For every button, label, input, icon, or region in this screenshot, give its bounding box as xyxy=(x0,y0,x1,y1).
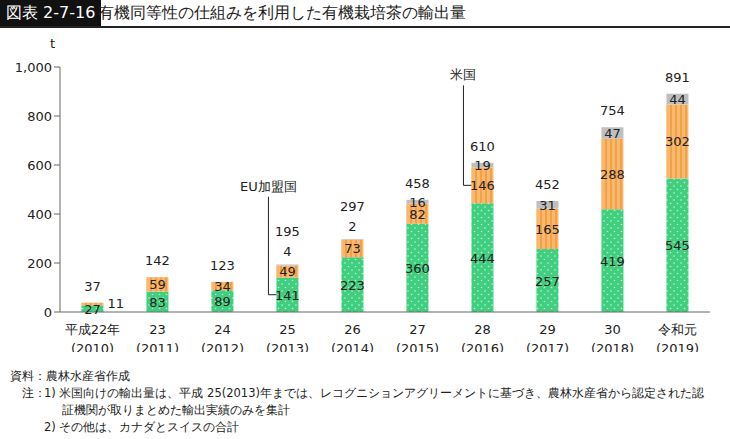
svg-text:400: 400 xyxy=(27,207,52,222)
svg-text:610: 610 xyxy=(470,139,495,154)
svg-text:23(2011): 23(2011) xyxy=(136,322,179,352)
svg-text:73: 73 xyxy=(344,241,361,256)
html-text:資料：農林水産省作成: 資料：農林水産省作成 xyxy=(10,369,130,383)
svg-text:26(2014): 26(2014) xyxy=(331,322,374,352)
svg-text:0: 0 xyxy=(44,305,52,320)
svg-text:24(2012): 24(2012) xyxy=(201,322,244,352)
svg-text:200: 200 xyxy=(27,256,52,271)
html-text:図表 2-7-16有機同等性の仕組みを利用した有機栽培茶の輸: 図表 2-7-16有機同等性の仕組みを利用した有機栽培茶の輸出量 xyxy=(6,3,466,22)
svg-text:600: 600 xyxy=(27,158,52,173)
html-text:2) その他は、カナダとスイスの合計: 2) その他は、カナダとスイスの合計 xyxy=(44,420,240,434)
svg-text:891: 891 xyxy=(665,70,690,85)
svg-text:82: 82 xyxy=(409,206,426,222)
svg-text:419: 419 xyxy=(600,254,625,269)
svg-text:288: 288 xyxy=(600,167,625,182)
html-text:注：1) 米国向けの輸出量は、平成 25(2013)年までは: 注：1) 米国向けの輸出量は、平成 25(2013)年までは、レコグニションアグ… xyxy=(22,386,704,417)
svg-text:83: 83 xyxy=(149,295,166,310)
svg-text:146: 146 xyxy=(470,178,495,193)
svg-text:27: 27 xyxy=(84,302,101,317)
svg-text:257: 257 xyxy=(535,274,560,289)
svg-text:31: 31 xyxy=(539,198,556,213)
svg-text:29(2017): 29(2017) xyxy=(526,322,569,352)
svg-text:2: 2 xyxy=(348,219,356,234)
html-text:t: t xyxy=(50,36,56,51)
svg-text:34: 34 xyxy=(214,279,231,294)
svg-text:800: 800 xyxy=(27,109,52,124)
svg-text:165: 165 xyxy=(535,222,560,237)
svg-text:754: 754 xyxy=(600,103,625,118)
svg-text:平成22年(2010): 平成22年(2010) xyxy=(65,322,121,352)
svg-text:19: 19 xyxy=(474,158,491,173)
svg-text:28(2016): 28(2016) xyxy=(461,322,504,352)
svg-text:49: 49 xyxy=(279,264,296,279)
svg-text:11: 11 xyxy=(107,296,124,311)
svg-text:444: 444 xyxy=(470,251,495,266)
svg-text:297: 297 xyxy=(340,199,365,214)
svg-text:37: 37 xyxy=(84,279,101,294)
svg-text:141: 141 xyxy=(275,288,300,303)
svg-text:223: 223 xyxy=(340,278,365,293)
svg-text:89: 89 xyxy=(214,294,231,309)
svg-text:142: 142 xyxy=(145,253,170,268)
svg-text:30(2018): 30(2018) xyxy=(591,322,634,352)
svg-text:1,000: 1,000 xyxy=(15,60,52,75)
svg-text:米国: 米国 xyxy=(450,67,476,82)
svg-text:EU加盟国: EU加盟国 xyxy=(240,179,297,194)
svg-text:27(2015): 27(2015) xyxy=(396,322,439,352)
svg-text:452: 452 xyxy=(535,177,560,192)
svg-text:16: 16 xyxy=(409,195,426,210)
svg-text:458: 458 xyxy=(405,176,430,191)
svg-text:302: 302 xyxy=(665,134,690,149)
svg-text:123: 123 xyxy=(210,258,235,273)
svg-text:25(2013): 25(2013) xyxy=(266,322,309,352)
svg-text:59: 59 xyxy=(149,277,166,292)
svg-text:4: 4 xyxy=(283,244,291,259)
svg-text:360: 360 xyxy=(405,261,430,276)
svg-text:44: 44 xyxy=(669,92,686,107)
svg-text:47: 47 xyxy=(604,126,621,141)
svg-text:195: 195 xyxy=(275,224,300,239)
svg-text:545: 545 xyxy=(665,238,690,253)
svg-text:令和元(2019): 令和元(2019) xyxy=(656,322,699,352)
